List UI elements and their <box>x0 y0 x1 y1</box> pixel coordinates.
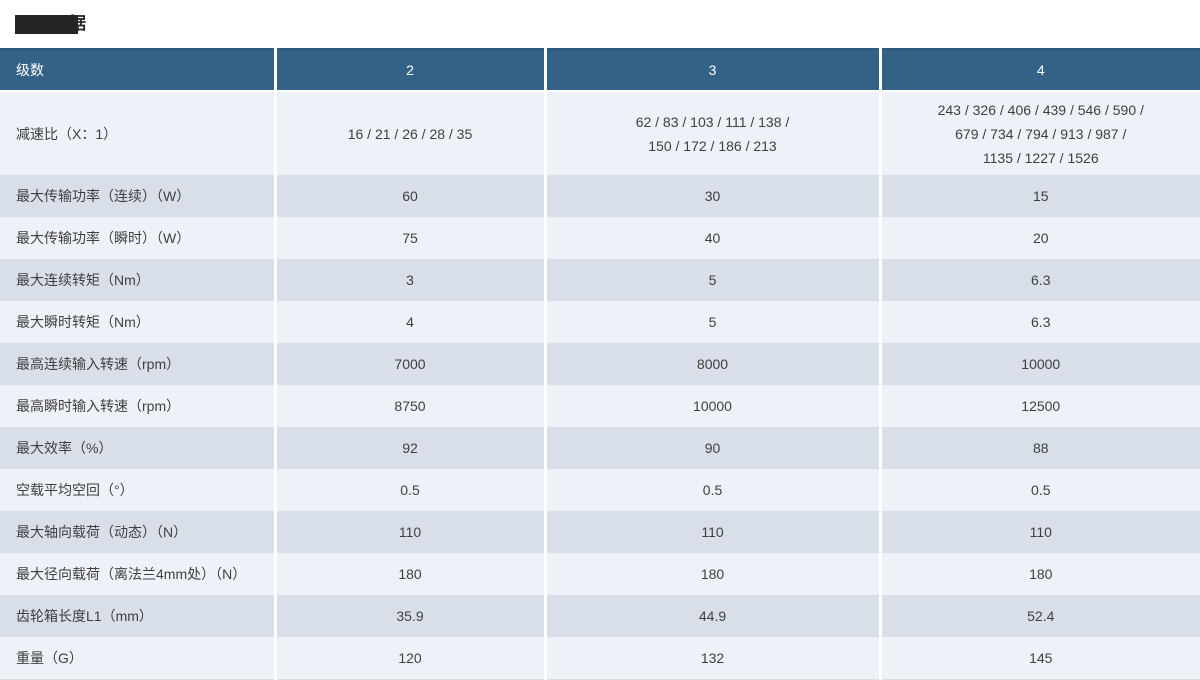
table-row: 最大传输功率（连续）（W） 60 30 15 <box>0 175 1200 217</box>
row-value: 180 <box>878 553 1200 595</box>
table-row: 最大瞬时转矩（Nm） 4 5 6.3 <box>0 301 1200 343</box>
table-row: 最大径向载荷（离法兰4mm处）（N） 180 180 180 <box>0 553 1200 595</box>
row-value: 0.5 <box>878 469 1200 511</box>
row-label: 最大瞬时转矩（Nm） <box>0 301 275 343</box>
row-value: 8750 <box>273 385 545 427</box>
row-label: 最大轴向载荷（动态）（N） <box>0 511 275 553</box>
row-value: 120 <box>273 637 545 680</box>
row-label: 最大连续转矩（Nm） <box>0 259 275 301</box>
table-row: 最大传输功率（瞬时）（W） 75 40 20 <box>0 217 1200 259</box>
row-value: 10000 <box>878 343 1200 385</box>
row-value: 110 <box>878 511 1200 553</box>
row-value: 243 / 326 / 406 / 439 / 546 / 590 / 679 … <box>878 91 1200 175</box>
table-header-row: 级数 2 3 4 <box>0 48 1200 92</box>
row-label: 重量（G） <box>0 637 275 680</box>
row-value: 132 <box>543 637 880 680</box>
table-row: 齿轮箱长度L1（mm） 35.9 44.9 52.4 <box>0 595 1200 637</box>
row-value: 88 <box>878 427 1200 469</box>
spec-table: 级数 2 3 4 减速比（X：1） 16 / 21 / 26 / 28 / 35… <box>0 48 1200 680</box>
row-value: 20 <box>878 217 1200 259</box>
row-value: 0.5 <box>543 469 880 511</box>
row-label: 最大效率（%） <box>0 427 275 469</box>
row-value: 5 <box>543 301 880 343</box>
row-value: 92 <box>273 427 545 469</box>
row-value: 0.5 <box>273 469 545 511</box>
row-label: 最大径向载荷（离法兰4mm处）（N） <box>0 553 275 595</box>
header-stage-label: 级数 <box>0 48 275 92</box>
row-value: 8000 <box>543 343 880 385</box>
table-row: 空载平均空回（°） 0.5 0.5 0.5 <box>0 469 1200 511</box>
row-value: 30 <box>543 175 880 217</box>
row-value: 3 <box>273 259 545 301</box>
row-value: 110 <box>543 511 880 553</box>
row-value: 145 <box>878 637 1200 680</box>
row-value: 5 <box>543 259 880 301</box>
row-label: 空载平均空回（°） <box>0 469 275 511</box>
row-label: 最高瞬时输入转速（rpm） <box>0 385 275 427</box>
row-value: 6.3 <box>878 259 1200 301</box>
row-value: 62 / 83 / 103 / 111 / 138 / 150 / 172 / … <box>543 91 880 175</box>
row-value: 90 <box>543 427 880 469</box>
row-value: 52.4 <box>878 595 1200 637</box>
row-value: 10000 <box>543 385 880 427</box>
header-col-4: 4 <box>878 48 1200 92</box>
row-value: 16 / 21 / 26 / 28 / 35 <box>273 91 545 175</box>
row-label: 最大传输功率（连续）（W） <box>0 175 275 217</box>
row-label: 齿轮箱长度L1（mm） <box>0 595 275 637</box>
row-value: 12500 <box>878 385 1200 427</box>
row-value: 180 <box>543 553 880 595</box>
row-value: 60 <box>273 175 545 217</box>
table-row: 最大轴向载荷（动态）（N） 110 110 110 <box>0 511 1200 553</box>
header-col-3: 3 <box>543 48 880 92</box>
row-value: 180 <box>273 553 545 595</box>
row-value: 110 <box>273 511 545 553</box>
table-row: 重量（G） 120 132 145 <box>0 637 1200 680</box>
row-value: 15 <box>878 175 1200 217</box>
row-value: 40 <box>543 217 880 259</box>
row-value: 4 <box>273 301 545 343</box>
row-value: 35.9 <box>273 595 545 637</box>
row-label: 减速比（X：1） <box>0 91 275 175</box>
row-value: 44.9 <box>543 595 880 637</box>
row-label: 最大传输功率（瞬时）（W） <box>0 217 275 259</box>
row-label: 最高连续输入转速（rpm） <box>0 343 275 385</box>
table-row: 最高连续输入转速（rpm） 7000 8000 10000 <box>0 343 1200 385</box>
table-row: 最大连续转矩（Nm） 3 5 6.3 <box>0 259 1200 301</box>
redaction-box <box>15 14 78 34</box>
header-col-2: 2 <box>273 48 545 92</box>
table-row: 最大效率（%） 92 90 88 <box>0 427 1200 469</box>
row-value: 6.3 <box>878 301 1200 343</box>
row-value: 7000 <box>273 343 545 385</box>
table-row: 最高瞬时输入转速（rpm） 8750 10000 12500 <box>0 385 1200 427</box>
row-value: 75 <box>273 217 545 259</box>
table-row: 减速比（X：1） 16 / 21 / 26 / 28 / 35 62 / 83 … <box>0 91 1200 175</box>
page-title: 据 <box>15 13 86 35</box>
